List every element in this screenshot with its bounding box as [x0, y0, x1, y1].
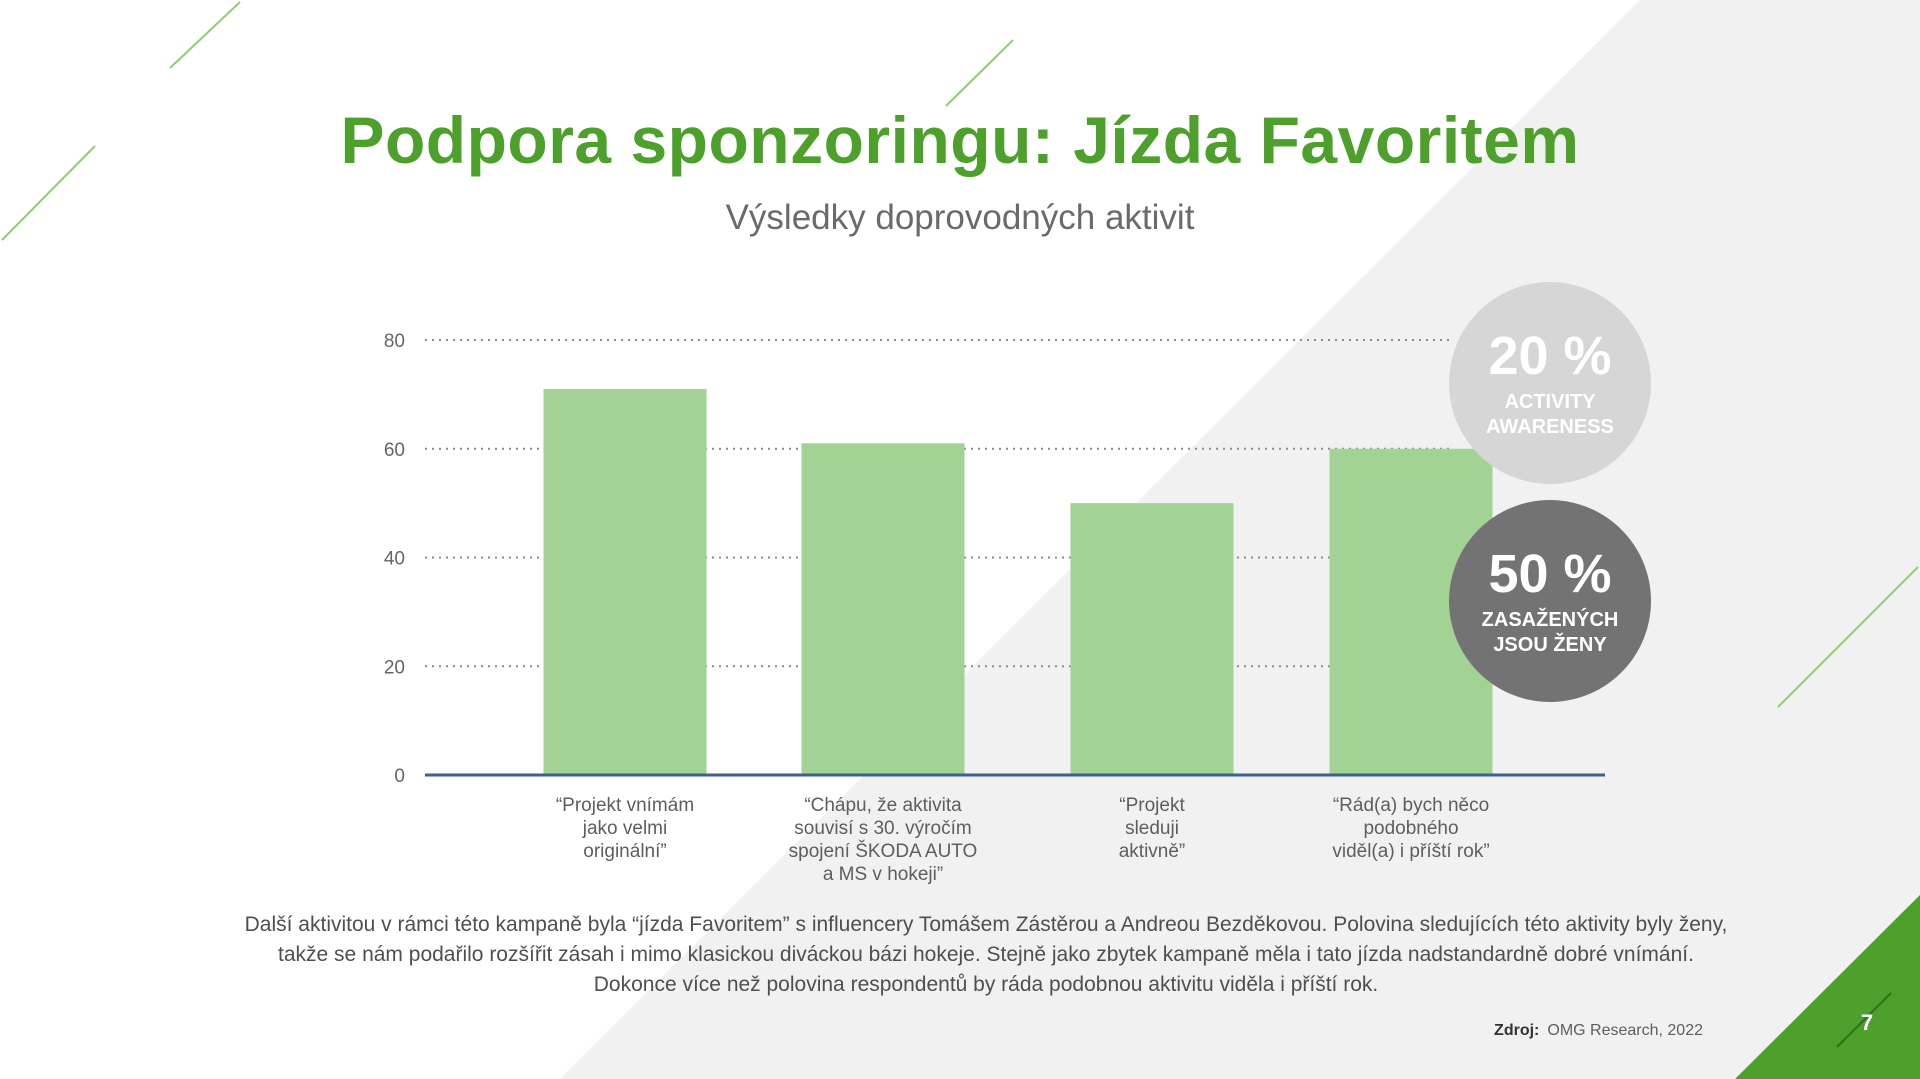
body-paragraph: Další aktivitou v rámci této kampaně byl…: [244, 913, 1728, 996]
x-category-label-line: viděl(a) i příští rok”: [1332, 841, 1490, 862]
women-reach-badge: 50 % ZASAŽENÝCH JSOU ŽENY: [1449, 500, 1651, 702]
x-category-label-line: a MS v hokeji”: [822, 864, 944, 885]
y-tick-label: 40: [384, 549, 405, 570]
badge-label-line: ACTIVITY: [1504, 391, 1596, 413]
y-tick-label: 0: [394, 766, 405, 787]
source-value: OMG Research, 2022: [1547, 1022, 1703, 1039]
badge-label-line: AWARENESS: [1486, 416, 1614, 438]
y-tick-label: 20: [384, 657, 405, 678]
source-label: Zdroj:: [1494, 1022, 1540, 1039]
bar: [543, 388, 707, 775]
badge-value: 20 %: [1488, 326, 1612, 386]
activity-awareness-badge: 20 % ACTIVITY AWARENESS: [1449, 282, 1651, 484]
slide-subtitle: Výsledky doprovodných aktivit: [725, 198, 1195, 237]
x-category-label-line: jako velmi: [582, 818, 668, 839]
decor-line: [1836, 992, 1892, 1048]
bar: [1070, 503, 1234, 775]
decor-line: [1, 145, 96, 241]
source-note: Zdroj: OMG Research, 2022: [1300, 1022, 1703, 1040]
x-category-label-line: “Rád(a) bych něco: [1332, 795, 1490, 816]
x-category-label: “Projekt vnímám jako velmi originální”: [510, 794, 740, 863]
badge-value: 50 %: [1488, 544, 1612, 604]
x-category-label: “Chápu, že aktivita souvisí s 30. výročím…: [768, 794, 998, 886]
page-number: 7: [1860, 1010, 1874, 1035]
y-tick-label: 80: [384, 331, 405, 352]
x-category-label-line: “Projekt vnímám: [555, 795, 695, 816]
x-category-label: “Rád(a) bych něco podobného viděl(a) i pří…: [1296, 794, 1526, 863]
corner-green-triangle: [1735, 895, 1920, 1079]
x-category-label: “Projekt sleduji aktivně”: [1037, 794, 1267, 863]
x-category-label-line: podobného: [1363, 818, 1459, 839]
x-category-label-line: “Chápu, že aktivita: [804, 795, 962, 816]
y-tick-label: 60: [384, 440, 405, 461]
x-category-label-line: originální”: [583, 841, 667, 862]
x-category-label-line: “Projekt: [1119, 795, 1185, 816]
slide-title: Podpora sponzoringu: Jízda Favoritem: [340, 103, 1580, 177]
bar: [801, 443, 965, 775]
x-category-label-line: aktivně”: [1118, 841, 1186, 862]
x-category-label-line: souvisí s 30. výročím: [794, 818, 972, 839]
background-gray-shape: [560, 0, 1920, 1079]
decor-line: [945, 39, 1014, 107]
decor-line: [169, 1, 241, 69]
badge-label-line: JSOU ŽENY: [1493, 634, 1607, 656]
decor-line: [1777, 566, 1919, 708]
x-category-label-line: sleduji: [1125, 818, 1179, 839]
badge-label-line: ZASAŽENÝCH: [1481, 609, 1619, 631]
x-category-label-line: spojení ŠKODA AUTO: [788, 841, 978, 862]
